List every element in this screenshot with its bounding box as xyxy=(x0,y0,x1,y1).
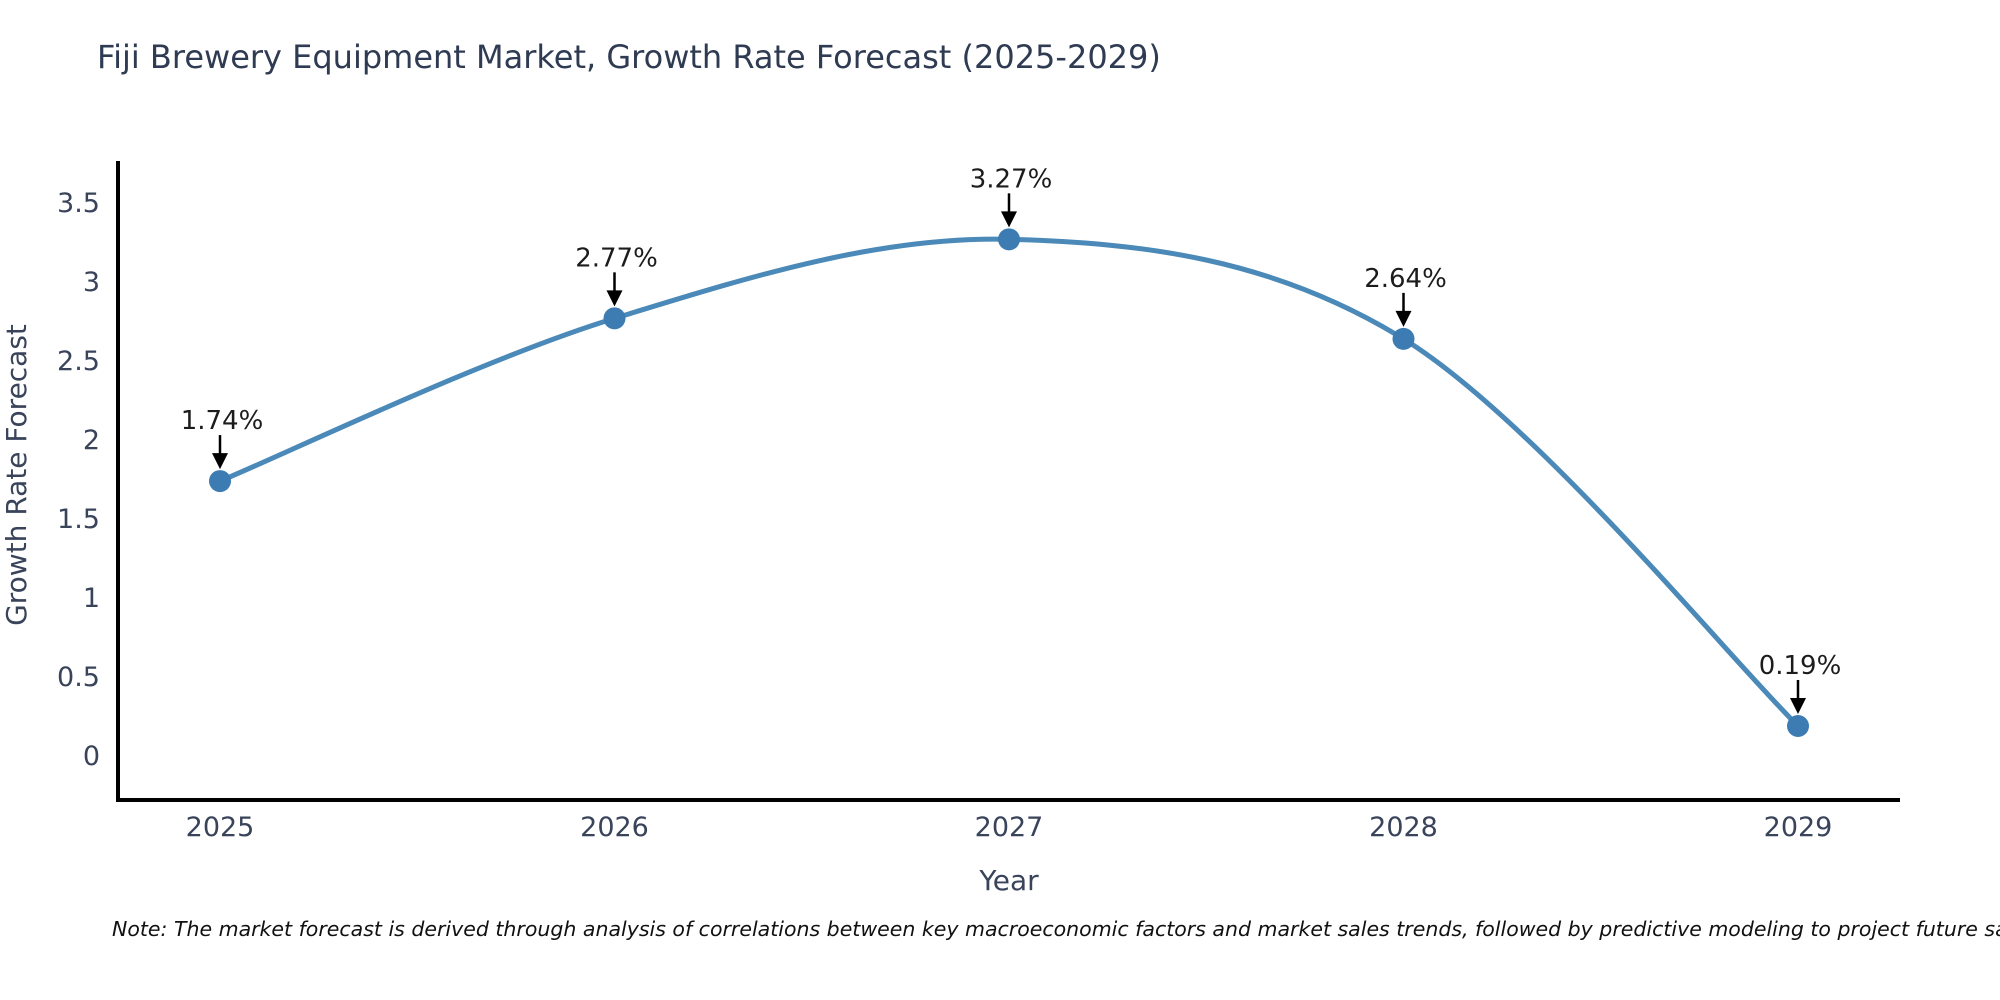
annotation-arrowhead-icon xyxy=(1001,211,1017,228)
x-tick-label: 2027 xyxy=(975,812,1044,843)
y-tick-label: 2 xyxy=(83,425,100,456)
x-tick-label: 2028 xyxy=(1369,812,1438,843)
point-annotation: 2.64% xyxy=(1364,264,1447,327)
annotation-arrowhead-icon xyxy=(606,290,623,307)
x-tick-label: 2029 xyxy=(1764,812,1833,843)
data-point xyxy=(1787,714,1809,737)
chart-title: Fiji Brewery Equipment Market, Growth Ra… xyxy=(97,38,1161,76)
point-annotation: 3.27% xyxy=(970,164,1053,228)
x-axis-title: Year xyxy=(978,864,1039,897)
point-annotation: 1.74% xyxy=(181,406,264,470)
y-tick-label: 0.5 xyxy=(57,662,100,693)
point-annotation-label: 0.19% xyxy=(1759,651,1842,681)
point-annotation: 0.19% xyxy=(1759,651,1842,714)
data-point xyxy=(998,228,1020,251)
annotation-arrowhead-icon xyxy=(212,453,228,470)
annotation-arrowhead-icon xyxy=(1790,697,1806,714)
data-point xyxy=(1392,327,1415,350)
x-tick-label: 2025 xyxy=(186,812,255,843)
y-tick-label: 2.5 xyxy=(57,346,100,377)
x-tick-label: 2026 xyxy=(580,812,649,843)
point-annotation: 2.77% xyxy=(575,243,658,307)
point-annotation-label: 2.77% xyxy=(575,243,658,273)
y-axis-title: Growth Rate Forecast xyxy=(0,324,33,626)
y-tick-label: 0 xyxy=(83,741,100,772)
annotation-arrowhead-icon xyxy=(1395,310,1412,327)
point-annotation-label: 1.74% xyxy=(181,406,264,436)
point-annotation-label: 3.27% xyxy=(970,164,1053,194)
data-point-markers xyxy=(209,228,1809,737)
y-tick-label: 3.5 xyxy=(57,188,100,219)
point-annotations: 1.74% 2.77% 3.27% 2.64% 0.19% xyxy=(181,164,1842,714)
point-annotation-label: 2.64% xyxy=(1364,264,1447,294)
y-tick-label: 1 xyxy=(83,583,100,614)
data-point xyxy=(209,470,231,493)
y-tick-label: 3 xyxy=(83,267,100,298)
footnote: Note: The market forecast is derived thr… xyxy=(112,917,2000,941)
x-tick-labels: 2025 2026 2027 2028 2029 xyxy=(186,812,1833,843)
y-tick-label: 1.5 xyxy=(57,504,100,535)
data-point xyxy=(603,307,626,330)
axes-spines xyxy=(116,161,1900,802)
y-tick-labels: 0 0.5 1 1.5 2 2.5 3 3.5 xyxy=(57,188,100,772)
series-line xyxy=(217,236,1801,729)
